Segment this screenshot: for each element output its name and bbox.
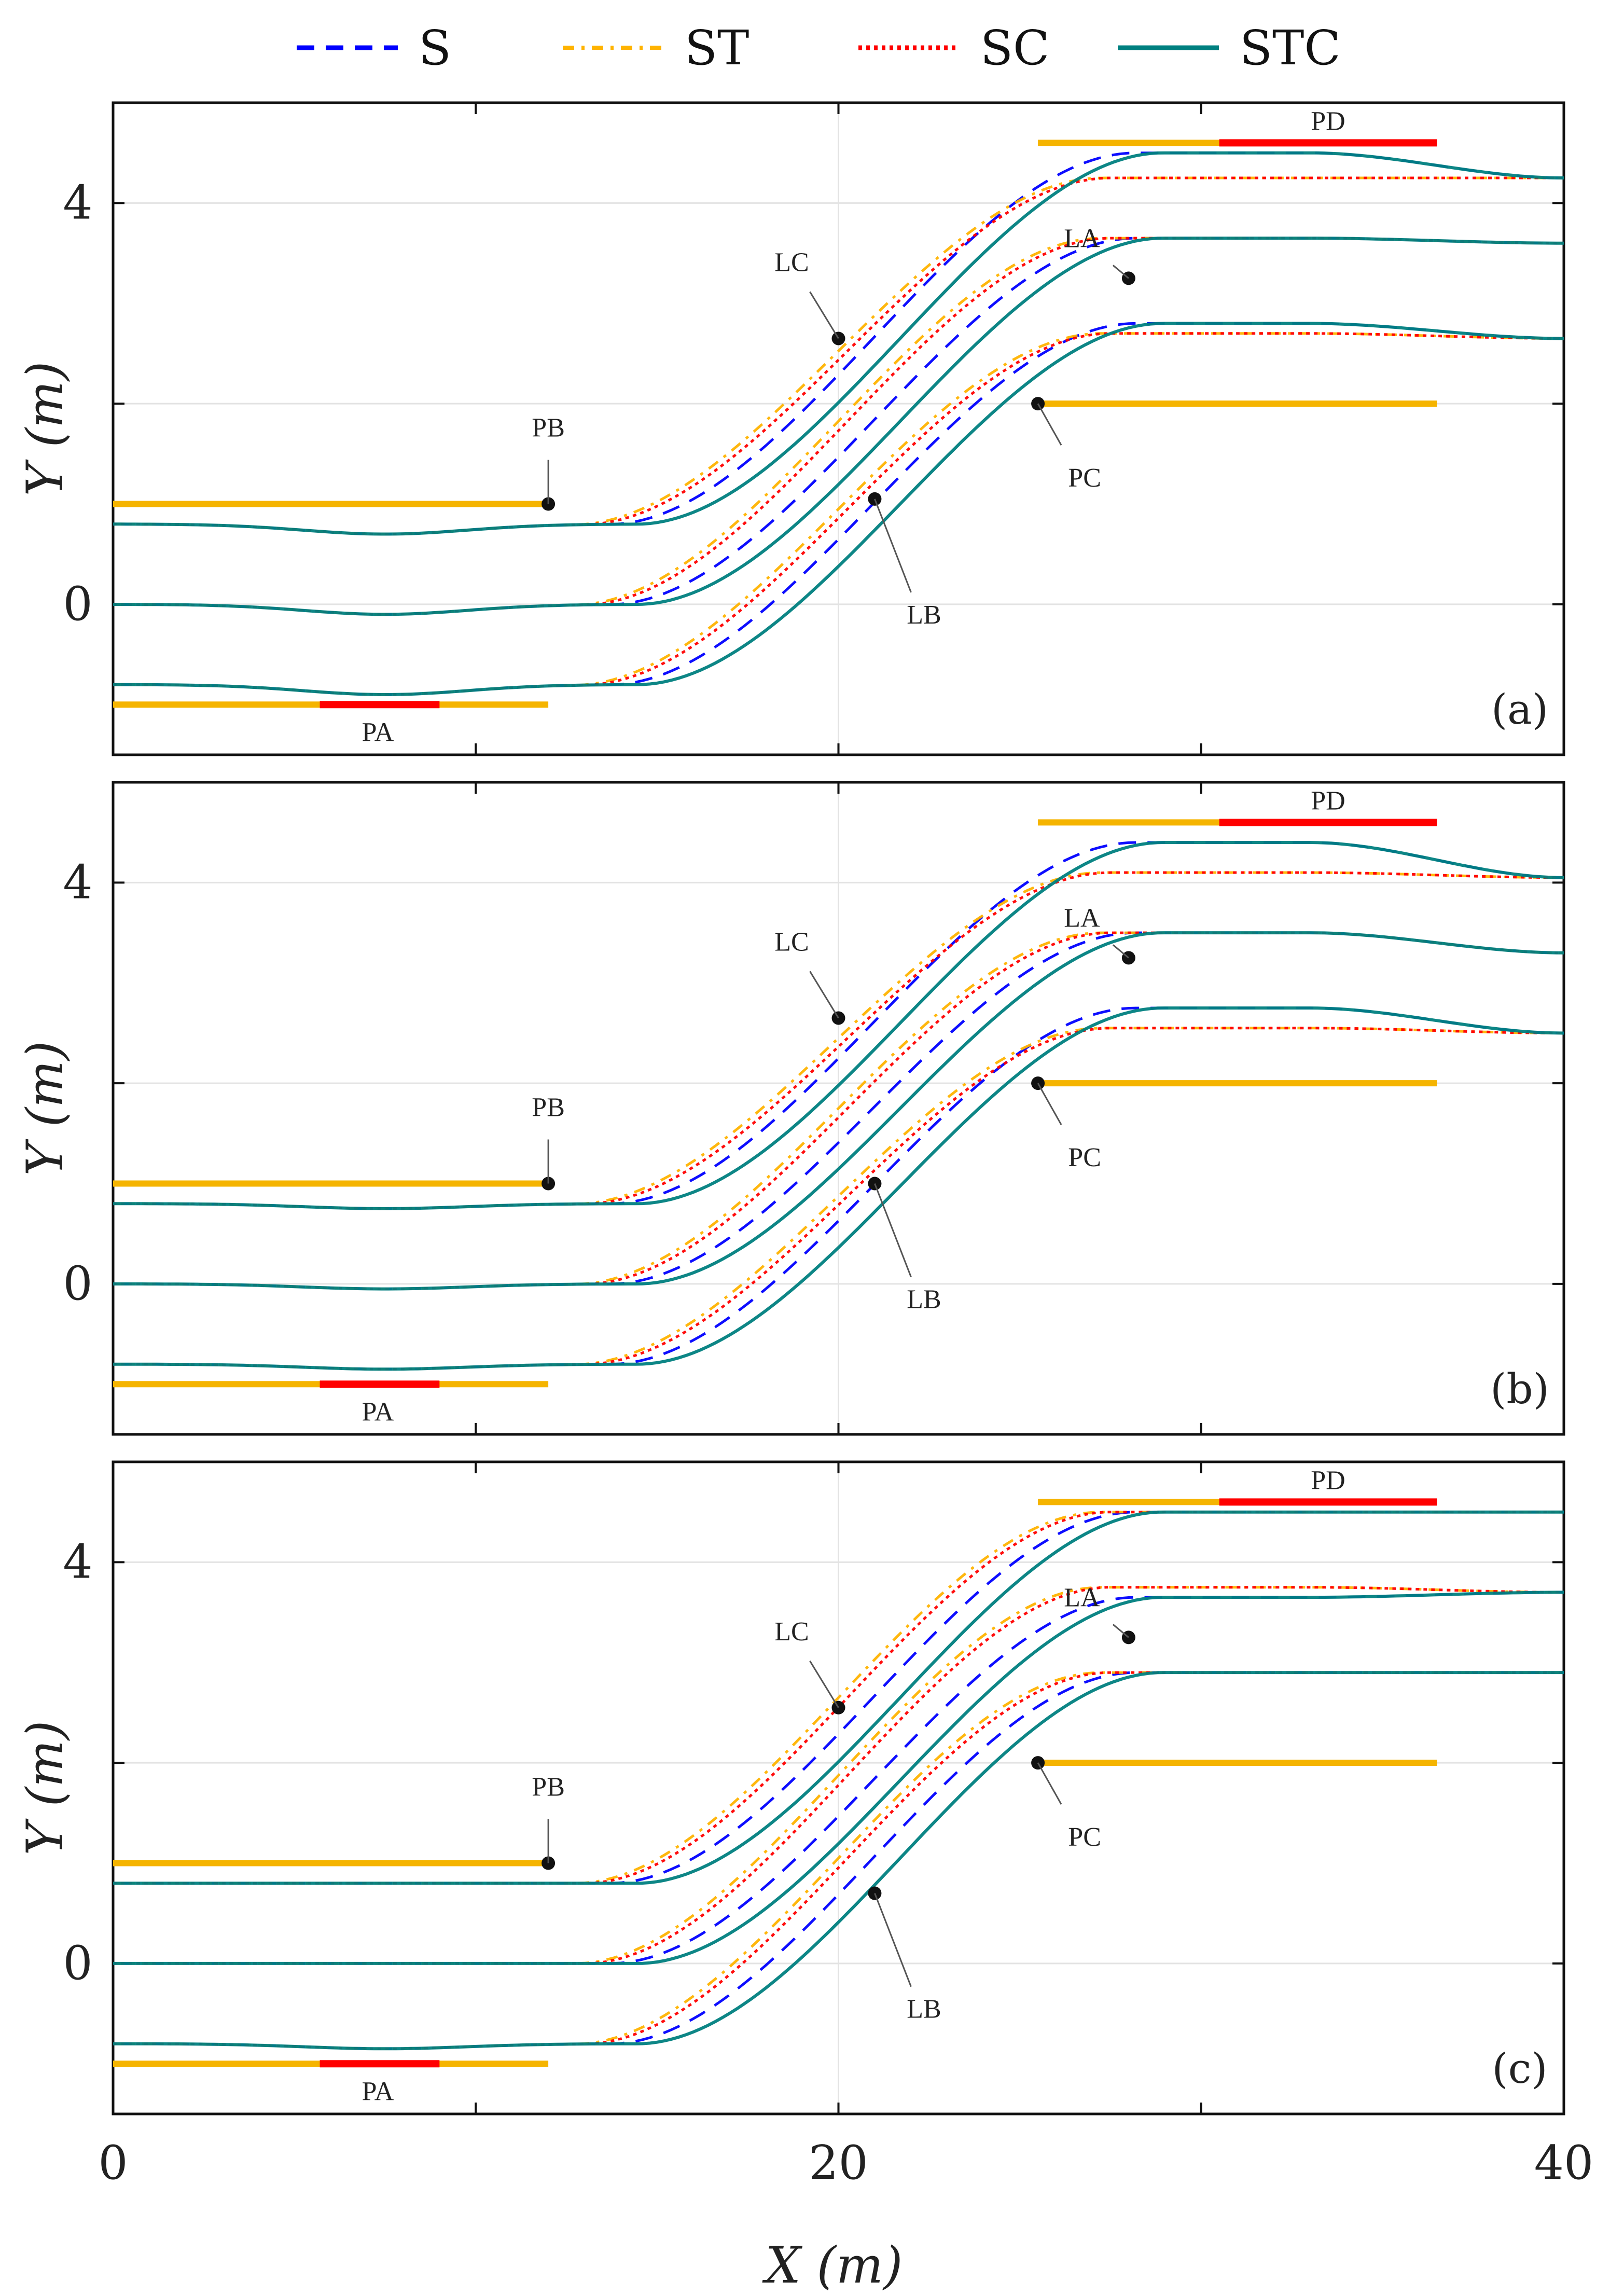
- la-leader: [1112, 265, 1129, 279]
- x-tick-label: 20: [809, 2136, 868, 2190]
- legend-label-sc: SC: [980, 20, 1049, 76]
- y-tick-label: 4: [63, 1534, 92, 1589]
- y-tick-label: 4: [63, 175, 92, 230]
- lc-leader: [809, 291, 839, 339]
- lb-leader: [874, 1183, 912, 1278]
- panel-tag: (a): [1491, 685, 1548, 734]
- panel-tag: (b): [1490, 1365, 1549, 1413]
- y-tick-label: 4: [63, 855, 92, 909]
- la-leader: [1112, 944, 1129, 959]
- y-tick-label: 0: [63, 577, 92, 631]
- y-axis-label: Y (m): [16, 1721, 74, 1856]
- series-stc-bottom: [113, 322, 1564, 696]
- pd-label: PD: [1311, 106, 1345, 136]
- pa-label: PA: [362, 1397, 394, 1427]
- pb-label: PB: [532, 1773, 565, 1802]
- x-tick-label: 40: [1534, 2136, 1594, 2190]
- series-stc-mid: [113, 237, 1564, 616]
- pa-label: PA: [362, 2077, 394, 2106]
- pc-leader: [1037, 1762, 1062, 1805]
- series-stc-bottom: [113, 1671, 1564, 2051]
- series-stc-mid: [113, 931, 1564, 1291]
- y-tick-label: 0: [63, 1936, 92, 1990]
- series-stc-mid: [113, 1591, 1564, 1965]
- lc-label: LC: [774, 927, 809, 957]
- pd-label: PD: [1311, 1466, 1345, 1495]
- lc-leader: [809, 1661, 839, 1708]
- pc-label: PC: [1068, 463, 1101, 493]
- la-label: LA: [1064, 903, 1100, 933]
- pb-label: PB: [532, 1093, 565, 1123]
- lb-label: LB: [907, 1995, 941, 2024]
- lc-leader: [809, 971, 839, 1019]
- legend-label-s: S: [419, 20, 451, 76]
- la-label: LA: [1064, 224, 1100, 253]
- y-axis-label: Y (m): [16, 1041, 74, 1176]
- pc-label: PC: [1068, 1143, 1101, 1172]
- pc-leader: [1037, 403, 1062, 446]
- legend-label-stc: STC: [1240, 20, 1341, 76]
- y-tick-label: 0: [63, 1256, 92, 1311]
- panel-2: 0 4 Y (m) LC LA LB PB PC PA PD (c): [16, 1460, 1565, 2116]
- pc-label: PC: [1068, 1822, 1101, 1852]
- x-axis-label: X (m): [762, 2236, 903, 2294]
- lb-leader: [874, 1893, 912, 1987]
- lb-label: LB: [907, 1285, 941, 1315]
- pd-label: PD: [1311, 786, 1345, 815]
- lb-label: LB: [907, 600, 941, 630]
- la-label: LA: [1064, 1583, 1100, 1612]
- y-axis-label: Y (m): [16, 362, 74, 496]
- pa-label: PA: [362, 717, 394, 747]
- x-tick-labels: 0 20 40: [98, 2136, 1593, 2190]
- panel-tag: (c): [1492, 2044, 1547, 2093]
- legend: S ST SC STC: [297, 20, 1341, 76]
- lc-label: LC: [774, 247, 809, 277]
- pc-leader: [1037, 1083, 1062, 1125]
- series-stc-top: [113, 841, 1564, 1210]
- legend-label-st: ST: [685, 20, 749, 76]
- panels: 0 4 Y (m) LC LA LB PB PC PA PD (a) 0 4 Y (m) LC LA LB PB P…: [16, 101, 1565, 2116]
- series-stc-bottom: [113, 1006, 1564, 1371]
- lb-leader: [874, 499, 912, 593]
- panel-0: 0 4 Y (m) LC LA LB PB PC PA PD (a): [16, 101, 1565, 756]
- series-stc-top: [113, 151, 1564, 536]
- la-leader: [1112, 1624, 1129, 1638]
- x-tick-label: 0: [98, 2136, 128, 2190]
- series-stc-top: [113, 1510, 1564, 1885]
- panel-1: 0 4 Y (m) LC LA LB PB PC PA PD (b): [16, 781, 1565, 1436]
- pb-label: PB: [532, 413, 565, 443]
- lc-label: LC: [774, 1617, 809, 1647]
